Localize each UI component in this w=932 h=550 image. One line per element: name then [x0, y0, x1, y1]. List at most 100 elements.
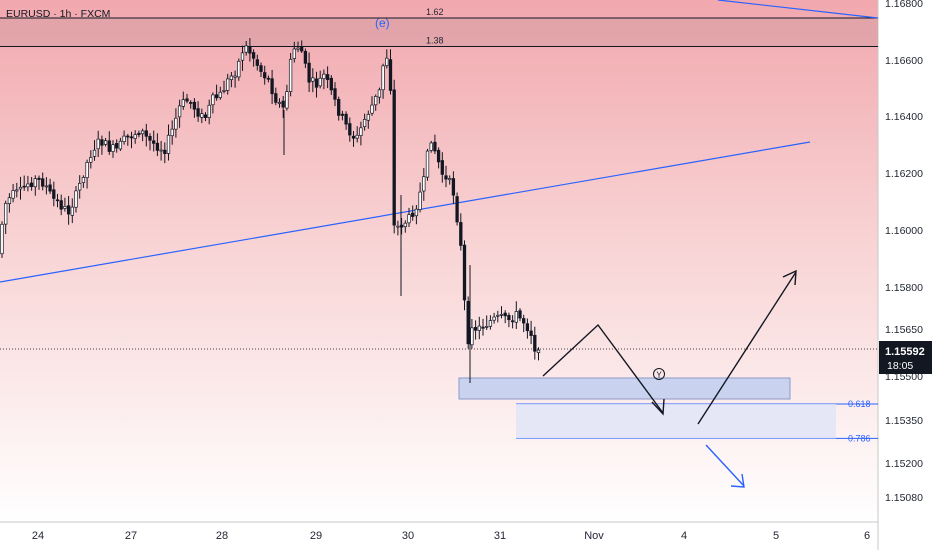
candle[interactable] [44, 177, 49, 195]
candle[interactable] [18, 176, 23, 200]
candle[interactable] [477, 316, 481, 340]
candle[interactable] [207, 99, 211, 125]
candle[interactable] [85, 159, 89, 189]
candle[interactable] [536, 347, 541, 361]
support-zone[interactable] [458, 377, 791, 400]
candle[interactable] [192, 98, 197, 118]
candle[interactable] [455, 192, 459, 226]
candle[interactable] [392, 79, 396, 234]
candle[interactable] [337, 96, 341, 121]
candle[interactable] [522, 314, 526, 333]
candle[interactable] [274, 87, 278, 106]
candle[interactable] [203, 112, 208, 122]
candle[interactable] [111, 140, 115, 158]
projection-path[interactable] [542, 323, 664, 414]
candle[interactable] [436, 147, 441, 169]
candle[interactable] [300, 40, 304, 54]
candle[interactable] [433, 134, 437, 155]
candle[interactable] [451, 171, 456, 205]
candle[interactable] [240, 45, 245, 71]
candle[interactable] [407, 207, 411, 227]
candle[interactable] [166, 124, 171, 161]
candle[interactable] [503, 310, 507, 324]
candle[interactable] [96, 130, 100, 158]
candle[interactable] [229, 71, 234, 88]
candle[interactable] [196, 101, 200, 122]
candle[interactable] [329, 75, 333, 95]
candle[interactable] [226, 73, 230, 95]
candle[interactable] [92, 140, 97, 161]
candle[interactable] [288, 52, 293, 97]
candle[interactable] [185, 93, 189, 104]
candle[interactable] [499, 306, 504, 319]
candle[interactable] [0, 221, 4, 258]
upper-trendline[interactable] [717, 0, 879, 19]
candle[interactable] [26, 175, 30, 192]
candle[interactable] [103, 137, 108, 147]
candle[interactable] [355, 126, 359, 143]
candle[interactable] [81, 175, 86, 188]
candle[interactable] [344, 111, 348, 130]
candle[interactable] [181, 91, 185, 110]
candle[interactable] [237, 58, 241, 81]
candle[interactable] [510, 315, 515, 329]
candle[interactable] [340, 110, 345, 121]
candle[interactable] [348, 117, 352, 142]
candle[interactable] [374, 94, 378, 111]
candle[interactable] [189, 100, 193, 109]
candle[interactable] [218, 86, 222, 100]
candle[interactable] [22, 175, 26, 191]
candle[interactable] [333, 82, 337, 107]
candle[interactable] [159, 140, 163, 161]
candle[interactable] [359, 121, 363, 146]
candle[interactable] [470, 319, 474, 349]
candle[interactable] [448, 175, 452, 185]
candle[interactable] [429, 140, 433, 153]
candle[interactable] [529, 320, 533, 345]
candle[interactable] [485, 315, 489, 330]
candle[interactable] [174, 108, 178, 138]
candle[interactable] [266, 75, 271, 83]
candle[interactable] [170, 120, 174, 145]
candle[interactable] [89, 150, 93, 169]
candle[interactable] [211, 92, 215, 114]
candle[interactable] [107, 131, 111, 155]
candle[interactable] [11, 183, 15, 203]
candle[interactable] [307, 52, 311, 93]
candle[interactable] [277, 98, 282, 108]
candle[interactable] [148, 133, 152, 151]
candle[interactable] [4, 200, 8, 235]
candle[interactable] [214, 84, 219, 101]
candle[interactable] [115, 139, 119, 153]
candle[interactable] [137, 130, 141, 138]
candle[interactable] [15, 182, 19, 198]
candle[interactable] [133, 130, 137, 144]
candle[interactable] [318, 70, 322, 89]
candle[interactable] [37, 175, 41, 190]
candle[interactable] [29, 176, 34, 191]
candle[interactable] [425, 148, 430, 181]
candle[interactable] [122, 130, 126, 145]
candle[interactable] [362, 113, 367, 131]
candle[interactable] [7, 193, 12, 213]
candle[interactable] [55, 193, 60, 208]
candle[interactable] [385, 49, 389, 69]
candle[interactable] [118, 137, 123, 151]
candle[interactable] [222, 80, 226, 94]
candle[interactable] [473, 320, 478, 340]
candle[interactable] [381, 63, 385, 99]
candle[interactable] [418, 182, 422, 213]
candle[interactable] [351, 131, 356, 147]
candle[interactable] [78, 175, 82, 199]
candle[interactable] [263, 65, 267, 85]
candle[interactable] [422, 167, 426, 201]
candle[interactable] [48, 178, 52, 194]
candle[interactable] [411, 205, 415, 221]
candle[interactable] [200, 108, 204, 124]
candle[interactable] [129, 131, 134, 149]
candle[interactable] [462, 240, 467, 311]
candle[interactable] [155, 133, 160, 157]
resistance-zone[interactable] [0, 18, 878, 46]
candle[interactable] [259, 62, 263, 78]
